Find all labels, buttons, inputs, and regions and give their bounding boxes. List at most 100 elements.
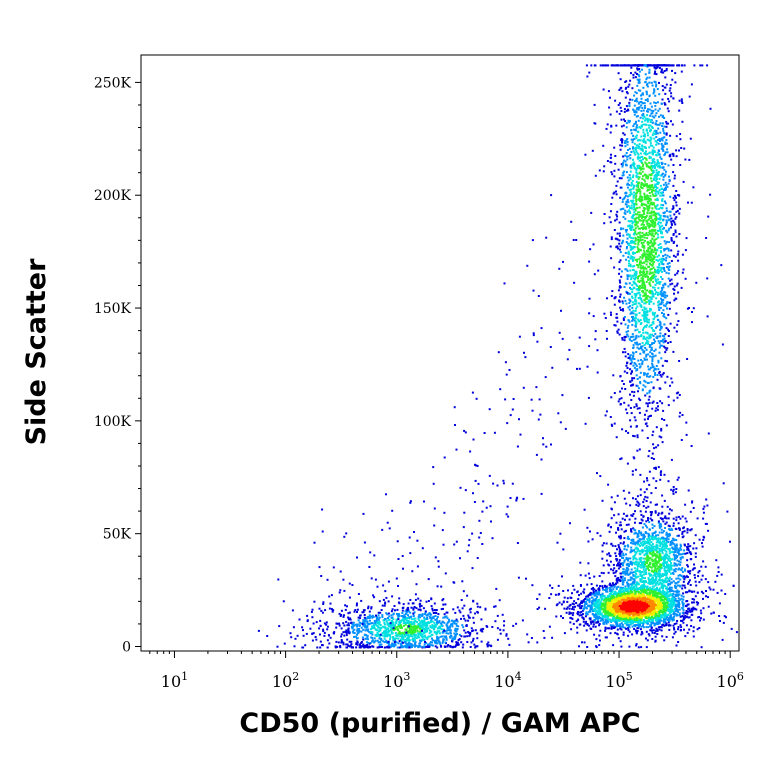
event-point <box>622 552 625 555</box>
event-point <box>623 339 626 342</box>
event-point <box>613 191 616 194</box>
event-point <box>686 576 689 578</box>
event-point <box>639 399 642 402</box>
event-point <box>654 531 657 534</box>
event-point <box>622 317 625 320</box>
event-point <box>647 566 649 569</box>
event-point <box>684 552 687 555</box>
event-point <box>684 614 687 617</box>
event-point <box>627 627 630 630</box>
event-point <box>634 529 637 532</box>
event-point <box>661 604 664 606</box>
event-point <box>660 606 663 609</box>
event-point <box>668 619 671 622</box>
event-point <box>645 581 648 584</box>
event-point <box>705 595 707 598</box>
event-point <box>632 599 635 602</box>
event-point <box>640 631 643 633</box>
event-point <box>664 173 667 176</box>
event-point <box>604 636 607 639</box>
event-point <box>678 528 681 531</box>
event-point <box>674 586 677 589</box>
event-point <box>646 117 649 120</box>
event-point <box>659 540 661 543</box>
event-point <box>668 555 671 558</box>
event-point <box>648 325 651 328</box>
event-point <box>640 614 643 616</box>
event-point <box>629 610 632 613</box>
event-point <box>669 559 671 562</box>
event-point <box>611 544 614 547</box>
event-point <box>621 604 624 606</box>
event-point <box>677 522 680 525</box>
event-point <box>646 477 648 480</box>
event-point <box>636 619 639 622</box>
event-point <box>642 216 645 218</box>
event-point <box>626 155 629 158</box>
event-point <box>646 479 649 482</box>
event-point <box>655 623 658 625</box>
event-point <box>608 583 611 586</box>
event-point <box>616 606 619 609</box>
event-point <box>632 610 635 613</box>
event-point <box>600 606 603 609</box>
event-point <box>615 555 618 558</box>
event-point <box>639 571 642 574</box>
event-point <box>654 580 657 583</box>
event-point <box>651 558 654 561</box>
event-point <box>643 609 646 612</box>
event-point <box>632 176 634 179</box>
event-point <box>677 515 680 518</box>
event-point <box>625 558 628 561</box>
event-point <box>645 267 648 270</box>
event-point <box>687 603 690 606</box>
event-point <box>643 602 645 605</box>
event-point <box>628 603 631 605</box>
event-point <box>732 584 735 587</box>
event-point <box>650 492 653 495</box>
event-point <box>658 604 661 607</box>
event-point <box>658 324 661 327</box>
event-point <box>630 528 632 531</box>
event-point <box>631 288 634 291</box>
event-point <box>585 611 588 614</box>
event-point <box>680 626 683 629</box>
event-point <box>615 213 618 216</box>
event-point <box>632 601 635 604</box>
event-point <box>654 511 657 514</box>
event-point <box>692 635 695 638</box>
event-point <box>588 601 591 604</box>
event-point <box>595 591 598 594</box>
event-point <box>664 605 667 607</box>
event-point <box>651 333 654 336</box>
event-point <box>652 605 655 608</box>
event-point <box>629 504 632 507</box>
event-point <box>602 542 605 545</box>
event-point <box>628 83 631 86</box>
event-point <box>649 550 652 552</box>
event-point <box>638 607 641 609</box>
event-point <box>591 604 594 607</box>
event-point <box>668 269 671 271</box>
event-point <box>571 614 574 617</box>
event-point <box>632 237 635 240</box>
event-point <box>684 517 687 520</box>
event-point <box>646 555 649 558</box>
event-point <box>636 630 639 632</box>
event-point <box>621 612 624 615</box>
event-point <box>611 584 614 587</box>
event-point <box>648 108 651 111</box>
event-point <box>650 215 653 218</box>
event-point <box>655 171 658 174</box>
event-point <box>669 551 672 554</box>
event-point <box>671 551 674 554</box>
event-point <box>651 629 653 632</box>
event-point <box>609 632 612 635</box>
event-point <box>669 608 672 610</box>
event-point <box>661 417 663 420</box>
event-point <box>607 621 610 624</box>
event-point <box>572 622 575 625</box>
event-point <box>642 515 645 518</box>
event-point <box>531 584 534 587</box>
event-point <box>662 579 665 582</box>
